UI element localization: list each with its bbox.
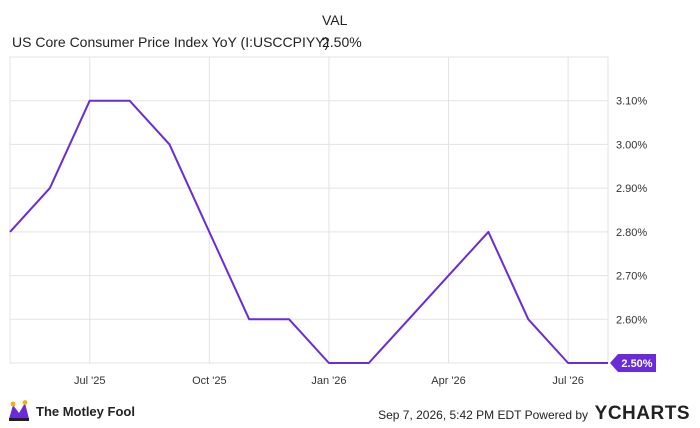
legend-series-name: US Core Consumer Price Index YoY (I:USCC… (12, 34, 330, 50)
y-tick-label: 2.60% (616, 314, 647, 326)
ycharts-logo: YCHARTS (594, 403, 690, 424)
brand-name: The Motley Fool (36, 403, 135, 419)
y-tick-label: 3.10% (616, 96, 647, 108)
x-tick-label: Oct '25 (192, 375, 227, 387)
x-tick-label: Jul '26 (552, 375, 583, 387)
x-tick-label: Jul '25 (74, 375, 105, 387)
timestamp-text: Sep 7, 2026, 5:42 PM EDT Powered by (378, 408, 588, 422)
x-tick-label: Jan '26 (311, 375, 346, 387)
x-tick-label: Apr '26 (431, 375, 466, 387)
legend-series-value: 2.50% (322, 34, 362, 50)
last-value-badge (610, 354, 656, 372)
chart-legend: VAL US Core Consumer Price Index YoY (I:… (0, 0, 700, 56)
y-tick-label: 2.90% (616, 183, 647, 195)
y-tick-label: 3.00% (616, 139, 647, 151)
line-chart: 2.60% 2.70% 2.80% 2.90% 3.00% 3.10% Jul '25 Oct… (9, 56, 656, 387)
last-value-label: 2.50% (621, 358, 652, 370)
chart-footer: The Motley Fool Sep 7, 2026, 5:42 PM EDT… (0, 392, 700, 428)
y-tick-label: 2.70% (616, 271, 647, 283)
plot-area-border (9, 56, 609, 364)
y-tick-label: 2.80% (616, 227, 647, 239)
motley-fool-logo: The Motley Fool (6, 398, 135, 424)
legend-value-header: VAL (322, 12, 348, 28)
jester-hat-icon (9, 400, 29, 421)
series-line (9, 99, 608, 364)
